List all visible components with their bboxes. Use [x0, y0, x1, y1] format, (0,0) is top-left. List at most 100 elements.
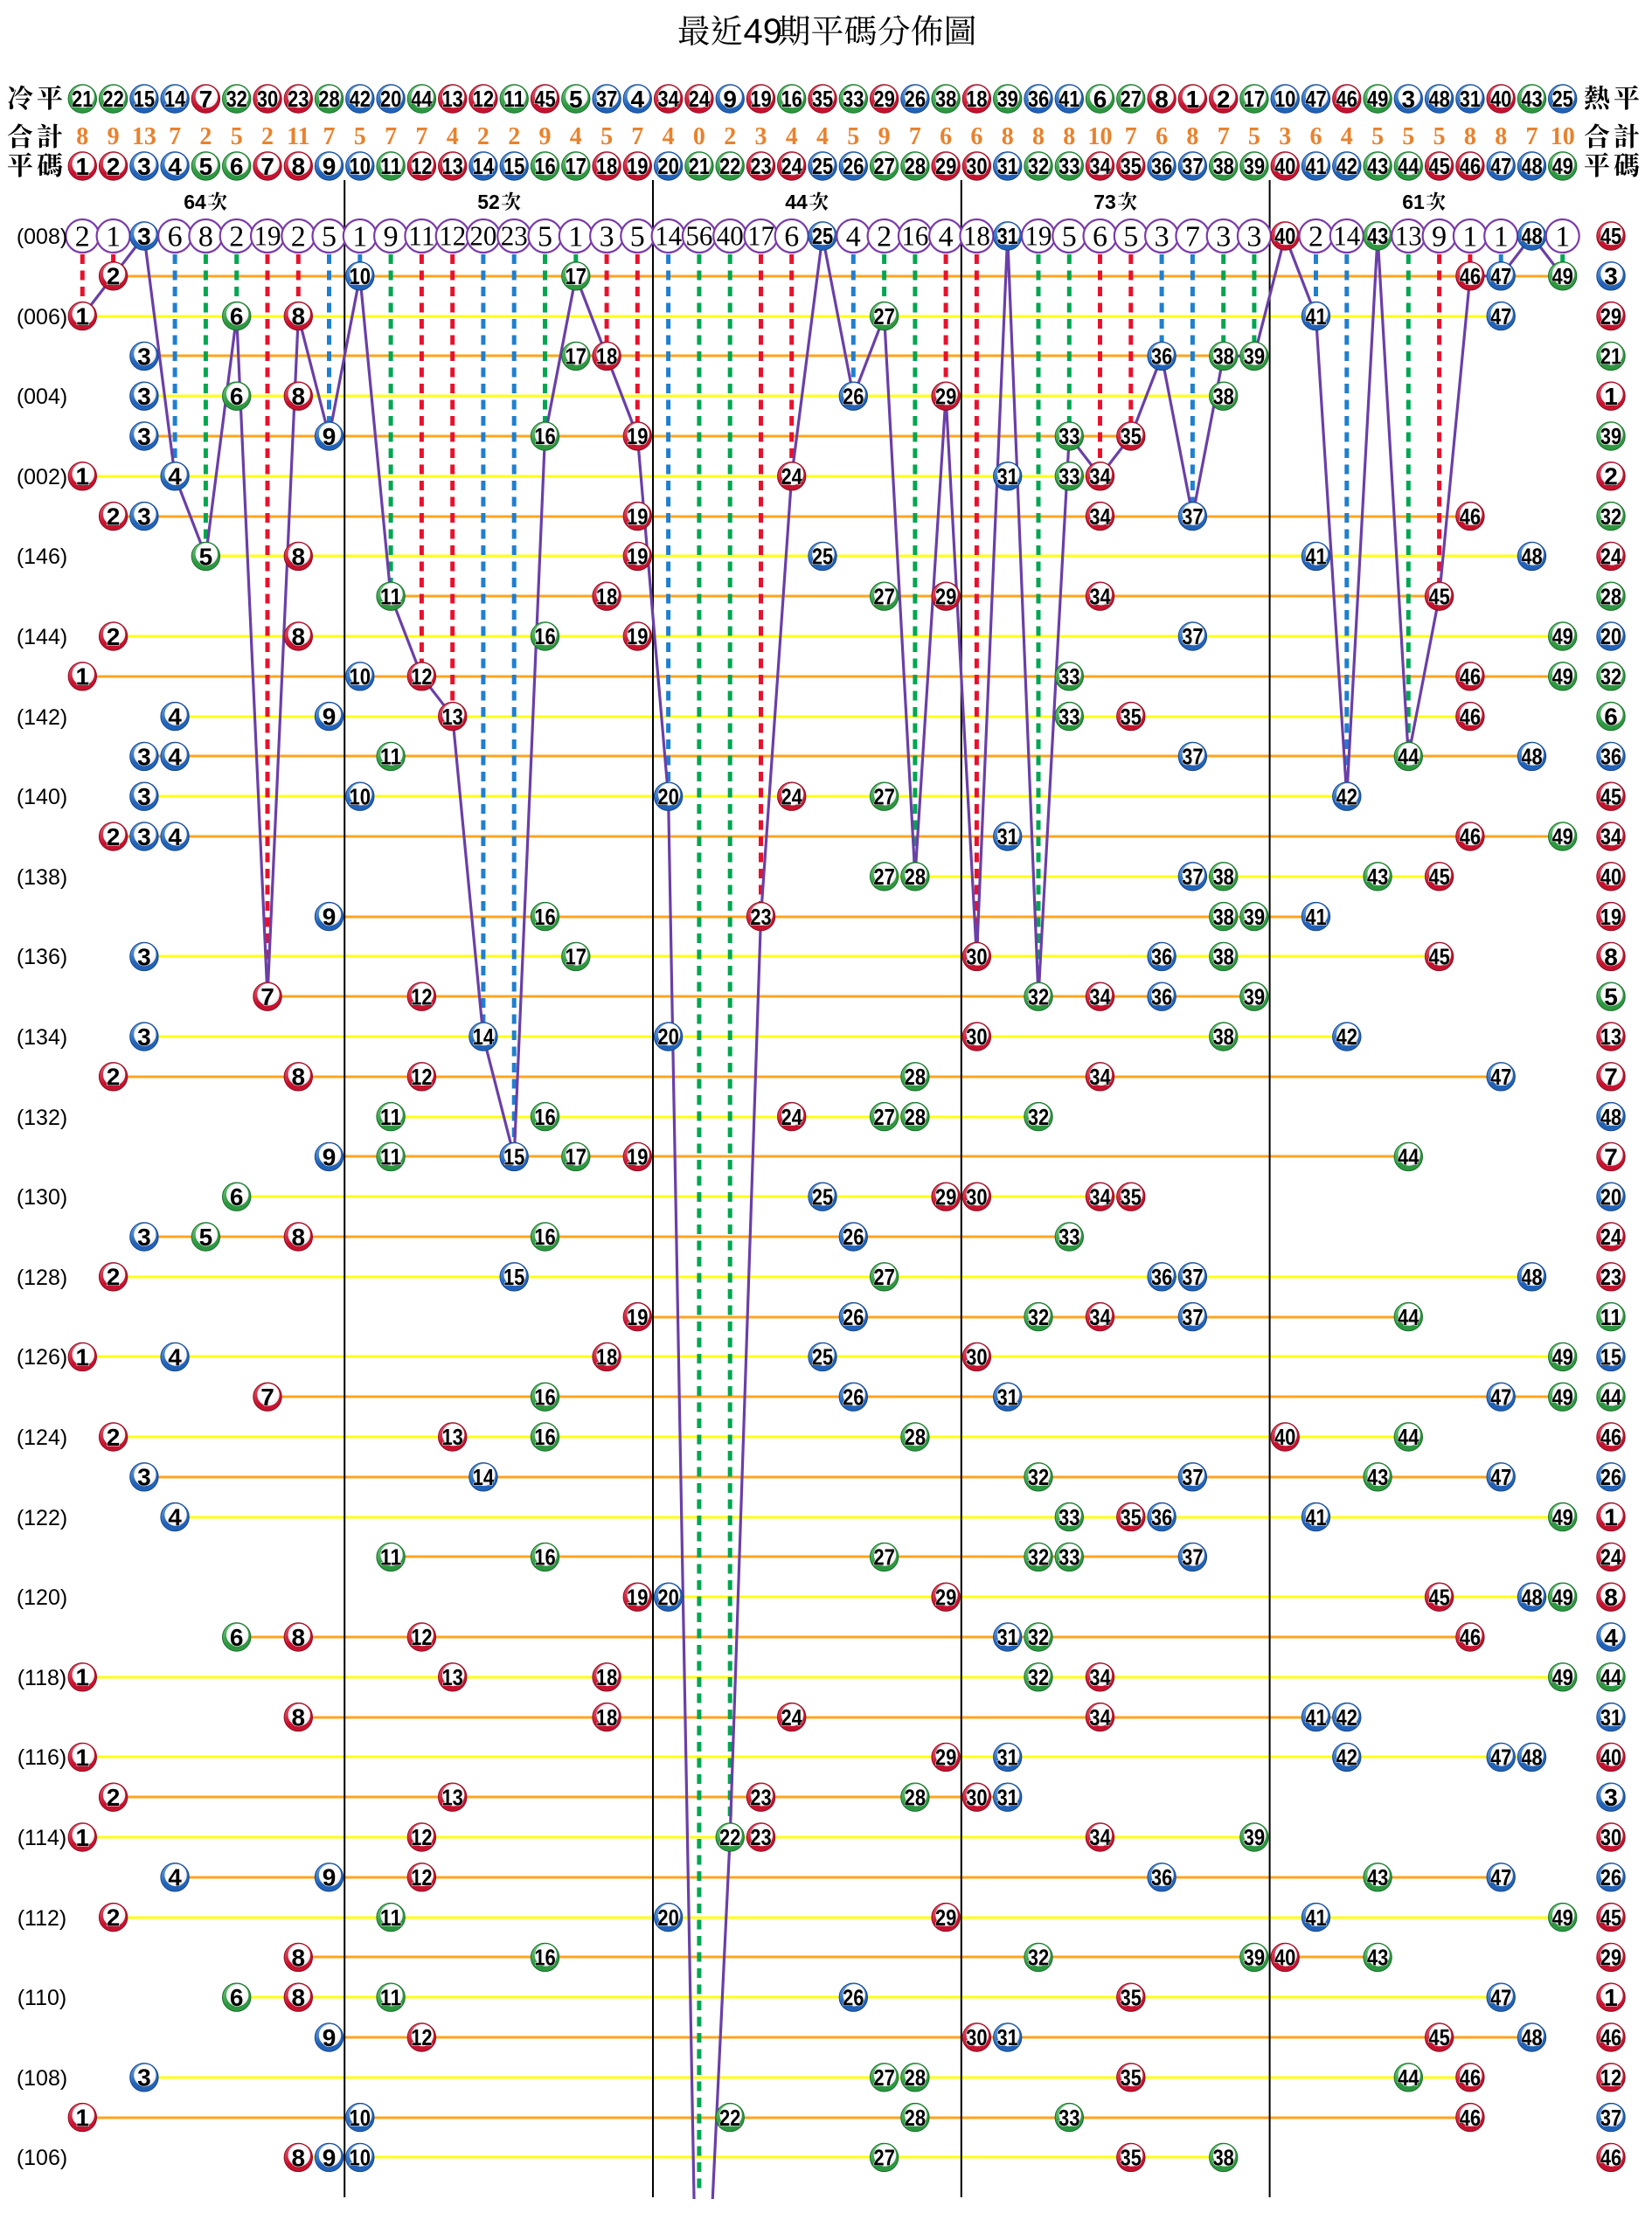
- svg-text:29: 29: [935, 1906, 957, 1931]
- svg-text:3: 3: [137, 823, 151, 850]
- svg-text:2: 2: [107, 1064, 121, 1091]
- svg-text:19: 19: [627, 1306, 649, 1330]
- svg-text:3: 3: [137, 343, 151, 370]
- svg-text:24: 24: [781, 465, 802, 489]
- svg-text:8: 8: [1464, 123, 1476, 150]
- svg-text:1: 1: [568, 220, 583, 253]
- svg-text:(002): (002): [17, 465, 67, 489]
- svg-text:24: 24: [781, 155, 802, 179]
- svg-text:11: 11: [380, 1546, 402, 1571]
- svg-text:44: 44: [1398, 1306, 1419, 1330]
- svg-text:1: 1: [1186, 86, 1200, 113]
- svg-text:37: 37: [1182, 505, 1204, 530]
- svg-text:29: 29: [935, 1585, 957, 1610]
- svg-text:(112): (112): [17, 1906, 67, 1931]
- svg-text:25: 25: [812, 225, 834, 249]
- svg-text:40: 40: [1600, 865, 1622, 890]
- svg-text:26: 26: [843, 1385, 864, 1410]
- svg-text:30: 30: [257, 87, 279, 112]
- svg-text:46: 46: [1460, 825, 1482, 850]
- svg-text:12: 12: [1600, 2066, 1622, 2091]
- svg-text:29: 29: [873, 87, 895, 112]
- svg-text:8: 8: [292, 383, 306, 410]
- svg-text:47: 47: [1305, 87, 1327, 112]
- svg-text:41: 41: [1059, 87, 1080, 112]
- svg-text:9: 9: [384, 220, 399, 253]
- svg-text:(006): (006): [17, 305, 67, 330]
- svg-text:6: 6: [230, 383, 244, 410]
- svg-text:1: 1: [76, 1824, 90, 1851]
- svg-text:31: 31: [996, 825, 1018, 850]
- svg-text:7: 7: [1185, 220, 1200, 253]
- svg-text:1: 1: [76, 2105, 90, 2132]
- svg-text:18: 18: [596, 585, 618, 609]
- svg-text:44: 44: [1600, 1385, 1622, 1410]
- svg-text:18: 18: [596, 1666, 618, 1690]
- svg-text:12: 12: [411, 1065, 433, 1090]
- svg-text:40: 40: [1490, 87, 1512, 112]
- svg-text:37: 37: [1182, 1466, 1204, 1490]
- svg-text:22: 22: [102, 87, 124, 112]
- svg-text:34: 34: [1089, 1666, 1111, 1690]
- svg-text:(146): (146): [17, 545, 67, 569]
- svg-text:(114): (114): [17, 1826, 67, 1850]
- svg-text:46: 46: [1336, 87, 1358, 112]
- svg-text:33: 33: [1059, 2106, 1080, 2131]
- svg-text:29: 29: [935, 155, 957, 179]
- svg-text:8: 8: [1495, 123, 1507, 150]
- svg-text:61: 61: [1402, 191, 1425, 213]
- svg-text:48: 48: [1600, 1106, 1622, 1130]
- svg-text:21: 21: [72, 87, 94, 112]
- svg-text:9: 9: [323, 2144, 337, 2171]
- svg-text:9: 9: [323, 704, 337, 731]
- svg-text:12: 12: [411, 985, 433, 1009]
- svg-text:42: 42: [1336, 1025, 1358, 1050]
- svg-text:46: 46: [1600, 1426, 1622, 1450]
- svg-text:30: 30: [966, 946, 988, 970]
- svg-text:33: 33: [1059, 155, 1080, 179]
- svg-text:2: 2: [877, 220, 892, 253]
- svg-text:15: 15: [503, 1266, 525, 1290]
- svg-text:7: 7: [169, 123, 181, 150]
- svg-text:23: 23: [501, 220, 528, 252]
- svg-text:46: 46: [1600, 2026, 1622, 2050]
- svg-text:7: 7: [199, 86, 213, 113]
- svg-text:15: 15: [503, 155, 525, 179]
- svg-text:36: 36: [1151, 985, 1173, 1009]
- svg-text:25: 25: [812, 155, 834, 179]
- svg-text:3: 3: [137, 423, 151, 450]
- svg-text:35: 35: [1121, 705, 1142, 730]
- svg-text:36: 36: [1151, 1866, 1173, 1890]
- svg-text:29: 29: [935, 1746, 957, 1771]
- svg-text:35: 35: [1121, 1185, 1142, 1210]
- svg-text:44: 44: [1398, 1146, 1419, 1170]
- svg-text:2: 2: [107, 823, 121, 850]
- svg-text:10: 10: [350, 155, 371, 179]
- svg-text:34: 34: [1089, 1185, 1111, 1210]
- svg-text:32: 32: [1028, 1306, 1050, 1330]
- svg-text:44: 44: [785, 191, 808, 213]
- svg-text:5: 5: [199, 543, 213, 570]
- svg-text:(108): (108): [17, 2066, 67, 2091]
- svg-text:32: 32: [1028, 1546, 1050, 1571]
- svg-text:31: 31: [1600, 1706, 1622, 1731]
- svg-text:27: 27: [873, 1266, 895, 1290]
- svg-text:19: 19: [627, 1146, 649, 1170]
- svg-text:1: 1: [76, 303, 90, 330]
- svg-text:32: 32: [1600, 505, 1622, 530]
- svg-text:16: 16: [534, 1225, 556, 1250]
- svg-text:4: 4: [816, 123, 829, 150]
- svg-text:4: 4: [786, 123, 798, 150]
- svg-text:33: 33: [1059, 1225, 1080, 1250]
- svg-text:9: 9: [1432, 220, 1447, 253]
- svg-text:40: 40: [1600, 1746, 1622, 1771]
- svg-text:6: 6: [168, 220, 183, 253]
- svg-text:29: 29: [935, 385, 957, 409]
- svg-text:(008): (008): [17, 225, 67, 249]
- svg-text:47: 47: [1490, 1746, 1512, 1771]
- svg-text:11: 11: [380, 1146, 402, 1170]
- svg-text:8: 8: [292, 1704, 306, 1731]
- svg-text:26: 26: [843, 1225, 864, 1250]
- svg-text:7: 7: [260, 1384, 274, 1411]
- svg-text:5: 5: [1604, 983, 1618, 1010]
